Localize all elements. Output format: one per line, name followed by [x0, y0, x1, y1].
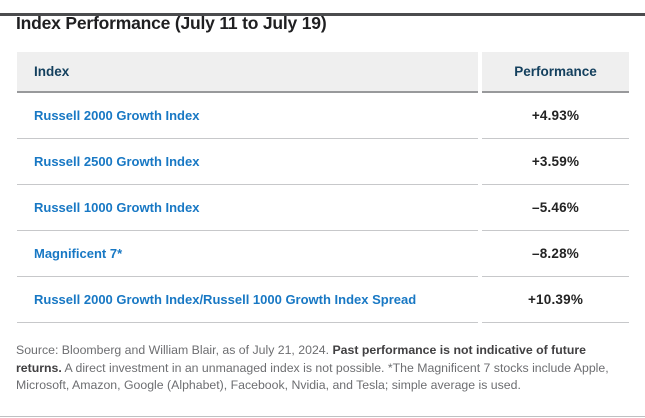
performance-value: +10.39%	[482, 277, 629, 323]
performance-value: –5.46%	[482, 185, 629, 231]
table-row: Magnificent 7* –8.28%	[17, 231, 629, 277]
table-header-row: Index Performance	[17, 52, 629, 93]
table-row: Russell 2500 Growth Index +3.59%	[17, 139, 629, 185]
table-row: Russell 2000 Growth Index/Russell 1000 G…	[17, 277, 629, 323]
index-name: Russell 2000 Growth Index/Russell 1000 G…	[17, 277, 478, 323]
table-row: Russell 2000 Growth Index +4.93%	[17, 93, 629, 139]
index-name: Russell 2500 Growth Index	[17, 139, 478, 185]
performance-value: +4.93%	[482, 93, 629, 139]
footnote-source-text: Source: Bloomberg and William Blair, as …	[16, 343, 333, 357]
index-name: Russell 2000 Growth Index	[17, 93, 478, 139]
top-border-bar	[0, 13, 645, 16]
page-title: Index Performance (July 11 to July 19)	[16, 13, 327, 33]
performance-value: +3.59%	[482, 139, 629, 185]
bottom-border-line	[0, 416, 645, 417]
index-name: Magnificent 7*	[17, 231, 478, 277]
performance-value: –8.28%	[482, 231, 629, 277]
table-body: Russell 2000 Growth Index +4.93% Russell…	[17, 93, 629, 323]
performance-column-header: Performance	[482, 52, 629, 93]
index-performance-table: Index Performance Russell 2000 Growth In…	[17, 52, 629, 323]
index-name: Russell 1000 Growth Index	[17, 185, 478, 231]
footnote-disclaimer-bold: Past performance is not indicative of fu…	[16, 343, 586, 375]
source-footnote: Source: Bloomberg and William Blair, as …	[16, 342, 629, 395]
footnote-remainder-text: A direct investment in an unmanaged inde…	[16, 360, 609, 393]
index-column-header: Index	[17, 52, 478, 93]
table-row: Russell 1000 Growth Index –5.46%	[17, 185, 629, 231]
